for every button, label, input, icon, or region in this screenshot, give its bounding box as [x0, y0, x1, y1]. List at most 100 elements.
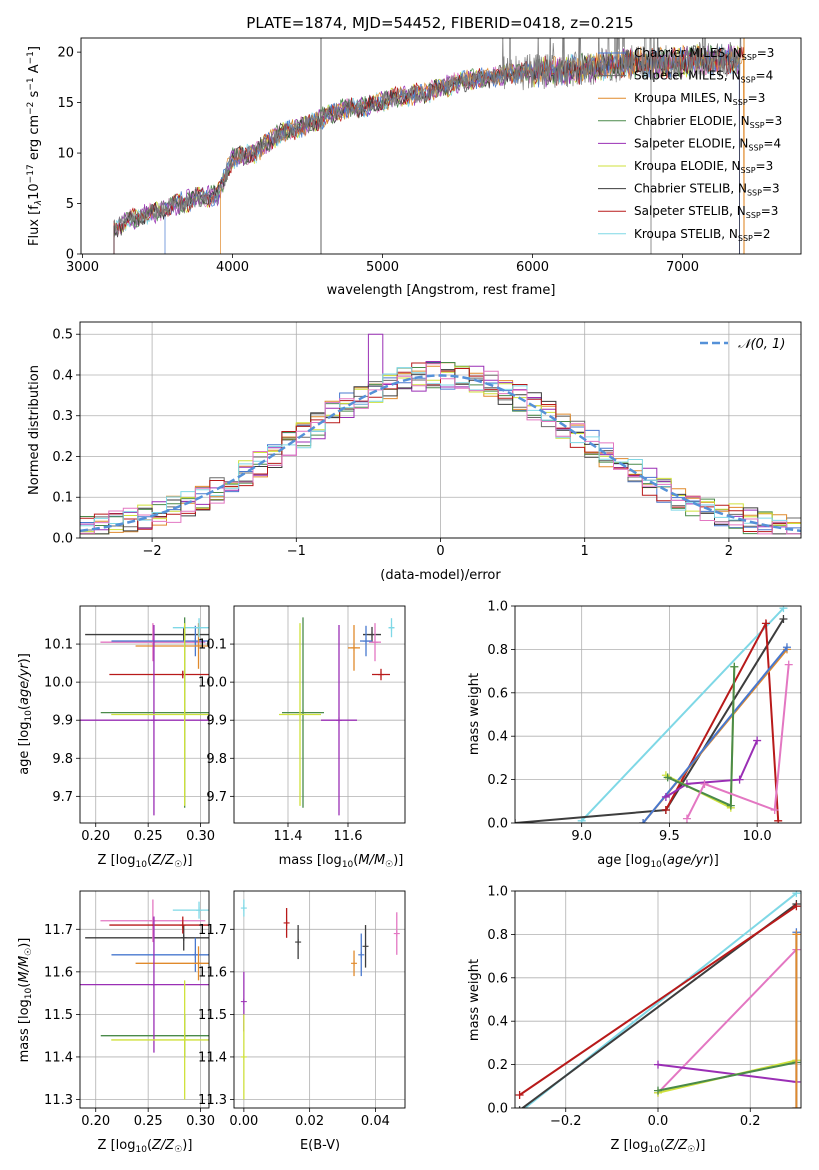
axes-frame: −2 −1 0 1 2 0.0 0.1 0.2 0.3 0.4 0.5 𝒩(0, 1) (data-mo…	[27, 321, 802, 583]
legend-text: =3	[765, 114, 783, 128]
y-tick-label: 9.9	[206, 714, 227, 729]
y-axis-label: age [log10(age/yr)]	[17, 653, 34, 775]
x-tick-label: 0.00	[229, 1114, 258, 1129]
axes-frame: 9.0 9.5 10.0 0.0 0.2 0.4 0.6 0.8 1.0 age [log10(a…	[467, 600, 802, 870]
y-axis-label: Normed distribution	[27, 365, 42, 495]
data-point	[149, 639, 156, 646]
legend-text: Salpeter ELODIE, N	[634, 136, 748, 150]
histogram-series	[80, 367, 801, 535]
legend-entry: Chabrier MILES, NSSP=3	[634, 46, 774, 62]
x-axis-label: Z [log10(Z/Z☉)]	[611, 1138, 706, 1155]
x-axis-label: wavelength [Angstrom, rest frame]	[327, 283, 556, 298]
panel-weight-vs-age: 9.0 9.5 10.0 0.0 0.2 0.4 0.6 0.8 1.0 age [log10(a…	[467, 600, 802, 870]
y-tick-label: 10.1	[198, 638, 227, 653]
y-tick-label: 1.0	[487, 885, 508, 900]
legend-sub: SSP	[741, 76, 756, 85]
x-axis-label: E(B-V)	[300, 1138, 340, 1153]
weight-series-point	[792, 1104, 801, 1108]
y-tick-label: 0.0	[52, 532, 73, 547]
data-point	[192, 638, 199, 645]
label-part: )]	[182, 853, 192, 868]
y-tick-label: 10.1	[44, 638, 73, 653]
y-tick-label: 0.1	[52, 491, 73, 506]
x-tick-label: 9.5	[659, 829, 680, 844]
legend-text: Salpeter STELIB, N	[634, 204, 746, 218]
legend-sub: SSP	[733, 98, 748, 107]
weight-series-line	[642, 646, 788, 823]
weight-series-point	[663, 773, 672, 782]
plot-area	[113, 38, 745, 254]
y-tick-label: 9.7	[206, 790, 227, 805]
weight-series-point	[774, 816, 783, 823]
data-point	[240, 905, 247, 912]
y-tick-label: 11.5	[44, 1008, 73, 1023]
label-sub: ☉	[385, 860, 393, 870]
weight-series-point	[792, 891, 801, 898]
weight-series-point	[661, 805, 670, 814]
legend-text: Chabrier ELODIE, N	[634, 114, 750, 128]
legend-text: Kroupa MILES, N	[634, 91, 733, 105]
label-part: 10	[27, 183, 42, 200]
y-tick-label: 0.5	[52, 328, 73, 343]
data-point	[372, 639, 378, 646]
data-point	[150, 981, 157, 988]
label-part: mass [log	[279, 853, 342, 868]
legend-sub: SSP	[738, 234, 753, 243]
plot-area	[240, 899, 400, 1100]
label-part: (	[17, 983, 32, 988]
data-point	[181, 1036, 188, 1043]
axes-box	[79, 605, 210, 824]
data-point	[179, 922, 186, 929]
label-part: age [log	[597, 853, 650, 868]
plot-area	[80, 333, 801, 535]
label-part: M/M	[17, 956, 32, 983]
label-sub: ☉	[174, 860, 182, 870]
legend-entry: Kroupa ELODIE, NSSP=3	[634, 159, 773, 175]
x-axis-label: age [log10(age/yr)]	[597, 853, 719, 870]
plot-area	[80, 899, 209, 1100]
label-sub: 10	[24, 987, 34, 999]
panel-weight-vs-Z: −0.2 0.0 0.2 0.0 0.2 0.4 0.6 0.8 1.0 Z [log10(Z/Z…	[467, 885, 802, 1155]
weight-series-line	[686, 664, 790, 820]
legend-sub: SSP	[741, 166, 756, 175]
label-part: −2	[26, 102, 36, 115]
y-tick-label: 9.9	[52, 714, 73, 729]
legend-text: =3	[762, 182, 780, 196]
legend-text: =4	[756, 69, 774, 83]
x-tick-label: 1	[581, 544, 589, 559]
x-tick-label: 10.0	[743, 829, 772, 844]
legend-text: Chabrier MILES, N	[634, 46, 742, 60]
legend-entry: Chabrier ELODIE, NSSP=3	[634, 114, 782, 130]
x-tick-label: 0.2	[740, 1114, 761, 1129]
weight-series-point	[779, 615, 788, 624]
y-tick-label: 11.4	[198, 1050, 227, 1065]
data-point	[295, 939, 302, 946]
axes-frame: 3000 4000 5000 6000 7000 0 5 10 15 20 wavelength […	[26, 37, 802, 298]
legend-sub: SSP	[746, 211, 761, 220]
weight-series-point	[682, 814, 691, 823]
panel-age-vs-Z: 0.20 0.25 0.309.79.89.910.010.1Z [log10(Z/…	[17, 605, 215, 870]
data-point	[336, 717, 342, 724]
x-axis-label: Z [log10(Z/Z☉)]	[98, 1138, 193, 1155]
legend-entry: Salpeter MILES, NSSP=4	[634, 69, 773, 85]
x-tick-label: −2	[143, 544, 162, 559]
legend-text: =3	[756, 159, 774, 173]
legend-text: =2	[753, 227, 771, 241]
data-point	[297, 711, 303, 718]
data-point	[283, 919, 290, 926]
y-tick-label: 11.4	[44, 1050, 73, 1065]
data-point	[351, 644, 357, 651]
legend-entry: 𝒩(0, 1)	[738, 337, 785, 352]
data-point	[196, 907, 203, 914]
weight-series-line	[657, 1061, 797, 1092]
data-point	[388, 624, 395, 631]
legend-sub: SSP	[742, 53, 757, 62]
y-tick-label: 10.0	[44, 676, 73, 691]
label-sub: 10	[135, 1145, 147, 1155]
weight-series-point	[792, 930, 801, 939]
label-part: Z/Z	[151, 853, 175, 868]
weight-series-line	[657, 1063, 797, 1083]
weight-series-line	[519, 905, 797, 1096]
